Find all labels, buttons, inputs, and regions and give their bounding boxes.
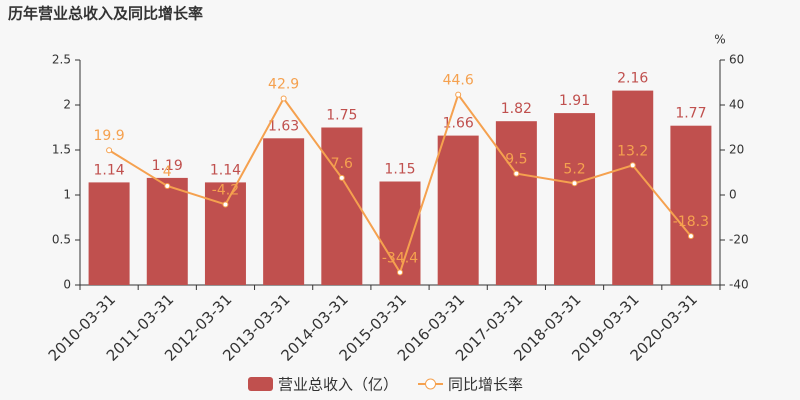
- line-value-label: 13.2: [617, 143, 648, 159]
- y2-unit: %: [714, 33, 725, 47]
- line-point: [222, 201, 229, 208]
- y-tick-label: 0: [63, 278, 71, 292]
- line-point: [513, 170, 520, 177]
- y-tick-label: 0.5: [52, 233, 71, 247]
- line-value-label: 5.2: [563, 161, 585, 177]
- legend-swatch: [248, 377, 273, 391]
- y-tick-label: 1.5: [52, 143, 71, 157]
- line-point: [455, 91, 462, 98]
- bar: [554, 113, 596, 285]
- bar: [88, 182, 130, 285]
- line-point: [164, 183, 171, 189]
- bar-value-label: 1.15: [384, 162, 415, 178]
- line-value-label: 9.5: [505, 152, 527, 168]
- bar-value-label: 1.91: [559, 93, 590, 109]
- bar-value-label: 1.14: [94, 162, 125, 178]
- legend-label: 营业总收入（亿）: [278, 376, 398, 394]
- bar: [612, 90, 654, 285]
- bar: [146, 177, 188, 285]
- bar-value-label: 2.16: [617, 71, 648, 87]
- bar: [670, 125, 712, 285]
- bar-value-label: 1.82: [501, 101, 532, 117]
- bar: [263, 138, 305, 285]
- line-point: [571, 180, 578, 187]
- line-value-label: -4.2: [212, 182, 239, 198]
- bar-value-label: 1.19: [152, 158, 183, 174]
- bar: [321, 127, 363, 285]
- y-tick-label: 2: [63, 98, 71, 112]
- y2-tick-label: -20: [729, 233, 749, 247]
- line-point: [687, 233, 694, 240]
- bar-value-label: 1.75: [326, 108, 357, 124]
- y2-tick-label: 20: [729, 143, 744, 157]
- line-point: [629, 162, 636, 169]
- line-value-label: 19.9: [94, 128, 125, 144]
- line-value-label: 44.6: [443, 73, 474, 89]
- bar: [495, 121, 537, 285]
- y2-tick-label: 0: [729, 188, 737, 202]
- line-value-label: 4: [163, 164, 172, 180]
- bar-value-label: 1.14: [210, 162, 241, 178]
- line-point: [280, 95, 287, 102]
- line-value-label: -34.4: [382, 250, 418, 266]
- chart-title: 历年营业总收入及同比增长率: [8, 5, 203, 23]
- y-tick-label: 1: [63, 188, 71, 202]
- line-value-label: -18.3: [673, 214, 709, 230]
- line-point: [397, 269, 403, 276]
- line-point: [338, 174, 345, 181]
- line-point: [106, 147, 113, 154]
- line-value-label: 42.9: [268, 76, 299, 92]
- y2-tick-label: 40: [729, 98, 744, 112]
- bar-value-label: 1.77: [675, 106, 706, 122]
- bar: [437, 135, 479, 285]
- legend-swatch: [425, 378, 437, 390]
- y-tick-label: 2.5: [52, 53, 71, 67]
- bar-value-label: 1.63: [268, 118, 299, 134]
- y2-tick-label: -40: [729, 278, 749, 292]
- line-value-label: 7.6: [331, 156, 353, 172]
- y2-tick-label: 60: [729, 53, 744, 67]
- legend-label: 同比增长率: [448, 376, 523, 394]
